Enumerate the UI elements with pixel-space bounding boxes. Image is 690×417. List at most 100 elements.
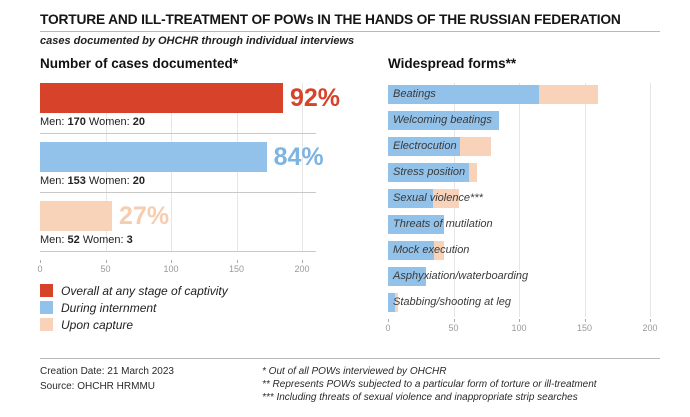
footnote-1: * Out of all POWs interviewed by OHCHR bbox=[262, 366, 447, 377]
form-row: Mock execution bbox=[388, 239, 663, 265]
stacked-bar bbox=[388, 241, 445, 260]
form-label: Sexual violence*** bbox=[393, 192, 483, 204]
axis-tick-label: 50 bbox=[100, 264, 111, 274]
capture-segment bbox=[460, 137, 492, 156]
axis-tick-label: 200 bbox=[642, 323, 658, 333]
cases-axis: 0 50 100 150 200 bbox=[37, 260, 388, 276]
forms-axis: 0 50 100 150 200 bbox=[385, 319, 663, 335]
form-label: Electrocution bbox=[393, 140, 457, 152]
axis-tick bbox=[453, 319, 455, 322]
form-label: Stress position bbox=[393, 166, 466, 178]
footnote-2: ** Represents POWs subjected to a partic… bbox=[262, 379, 597, 390]
form-row: Sexual violence*** bbox=[388, 187, 663, 213]
axis-tick-label: 0 bbox=[37, 264, 43, 274]
cases-chart-title: Number of cases documented* bbox=[40, 56, 239, 71]
axis-tick bbox=[236, 260, 238, 263]
page-subtitle: cases documented by OHCHR through indivi… bbox=[40, 35, 355, 47]
source-line: Source: OHCHR HRMMU bbox=[40, 381, 156, 392]
bar-row: 27% bbox=[40, 201, 340, 231]
internment-segment bbox=[388, 189, 433, 208]
creation-date: Creation Date: 21 March 2023 bbox=[40, 366, 174, 377]
men-label: Men: bbox=[40, 234, 68, 246]
header: TORTURE AND ILL-TREATMENT OF POWs IN THE… bbox=[40, 12, 660, 47]
cases-bar bbox=[40, 142, 267, 172]
women-value: 20 bbox=[132, 175, 145, 187]
forms-chart: Widespread forms** Beatings Welcoming bea… bbox=[385, 56, 663, 335]
legend: Overall at any stage of captivity During … bbox=[40, 284, 388, 332]
legend-label: Upon capture bbox=[61, 317, 134, 332]
title-divider bbox=[40, 31, 660, 32]
axis-tick-label: 100 bbox=[163, 264, 179, 274]
axis-tick-label: 200 bbox=[294, 264, 310, 274]
cases-plot: 92% Men: 170 Women: 20 84% Men: 153 Women: … bbox=[40, 83, 340, 252]
form-row: Asphyxiation/waterboarding bbox=[388, 265, 663, 291]
footer: Creation Date: 21 March 2023 Source: OHC… bbox=[40, 358, 660, 405]
axis-tick bbox=[519, 319, 520, 322]
legend-swatch bbox=[40, 284, 53, 297]
men-label: Men: bbox=[40, 175, 68, 187]
capture-segment bbox=[394, 293, 399, 312]
stacked-bar bbox=[388, 293, 399, 312]
axis-tick-label: 150 bbox=[228, 264, 245, 274]
forms-chart-title: Widespread forms** bbox=[388, 56, 517, 71]
form-row: Electrocution bbox=[388, 135, 663, 161]
bar-caption: Men: 52 Women: 3 bbox=[40, 234, 316, 252]
footnotes: * Out of all POWs interviewed by OHCHR *… bbox=[262, 366, 597, 405]
form-row: Stabbing/shooting at leg bbox=[388, 291, 663, 317]
bar-row: 92% bbox=[40, 83, 340, 113]
internment-segment bbox=[388, 85, 539, 104]
men-value: 52 bbox=[67, 234, 80, 246]
capture-segment bbox=[432, 189, 459, 208]
axis-tick bbox=[584, 319, 586, 322]
axis-tick bbox=[650, 319, 651, 322]
form-row: Stress position bbox=[388, 161, 663, 187]
forms-plot: Beatings Welcoming beatings Electrocution S… bbox=[388, 83, 663, 317]
stacked-bar bbox=[388, 111, 500, 130]
women-label: Women: bbox=[79, 234, 127, 246]
men-label: Men: bbox=[40, 116, 68, 128]
capture-segment bbox=[469, 163, 478, 182]
form-label: Beatings bbox=[393, 88, 436, 100]
cases-bar-group: 92% Men: 170 Women: 20 bbox=[40, 83, 340, 134]
cases-chart: Number of cases documented* 92% Men: 170 … bbox=[37, 56, 388, 335]
legend-swatch bbox=[40, 318, 53, 331]
stacked-bar bbox=[388, 85, 598, 104]
form-label: Mock execution bbox=[393, 244, 470, 256]
stacked-bar bbox=[388, 189, 459, 208]
axis-tick-label: 150 bbox=[576, 323, 593, 333]
percent-label: 84% bbox=[273, 143, 324, 171]
percent-label: 92% bbox=[289, 84, 340, 112]
stacked-bar bbox=[388, 163, 478, 182]
women-value: 20 bbox=[132, 116, 145, 128]
internment-segment bbox=[388, 137, 461, 156]
gridline bbox=[650, 83, 651, 317]
axis-tick bbox=[302, 260, 303, 263]
cases-bar bbox=[40, 201, 113, 231]
axis-tick-label: 100 bbox=[511, 323, 527, 333]
form-label: Welcoming beatings bbox=[393, 114, 492, 126]
internment-segment bbox=[388, 241, 434, 260]
women-value: 3 bbox=[126, 234, 133, 246]
internment-segment bbox=[388, 267, 426, 286]
cases-bar bbox=[40, 83, 283, 113]
legend-item: Upon capture bbox=[40, 317, 388, 332]
legend-item: During internment bbox=[40, 300, 388, 315]
page-title: TORTURE AND ILL-TREATMENT OF POWs IN THE… bbox=[40, 12, 621, 27]
legend-label: During internment bbox=[61, 300, 157, 315]
women-label: Women: bbox=[85, 116, 133, 128]
stacked-bar bbox=[388, 137, 492, 156]
capture-segment bbox=[433, 241, 445, 260]
stacked-bar bbox=[388, 215, 445, 234]
axis-tick bbox=[388, 319, 389, 322]
axis-tick-label: 0 bbox=[385, 323, 391, 333]
men-value: 153 bbox=[67, 175, 86, 187]
legend-item: Overall at any stage of captivity bbox=[40, 284, 388, 298]
stacked-bar bbox=[388, 267, 426, 286]
form-label: Asphyxiation/waterboarding bbox=[393, 270, 529, 282]
footer-meta: Creation Date: 21 March 2023 Source: OHC… bbox=[40, 366, 262, 405]
internment-segment bbox=[388, 215, 445, 234]
form-label: Threats of mutilation bbox=[393, 218, 493, 230]
internment-segment bbox=[388, 293, 395, 312]
capture-segment bbox=[538, 85, 598, 104]
